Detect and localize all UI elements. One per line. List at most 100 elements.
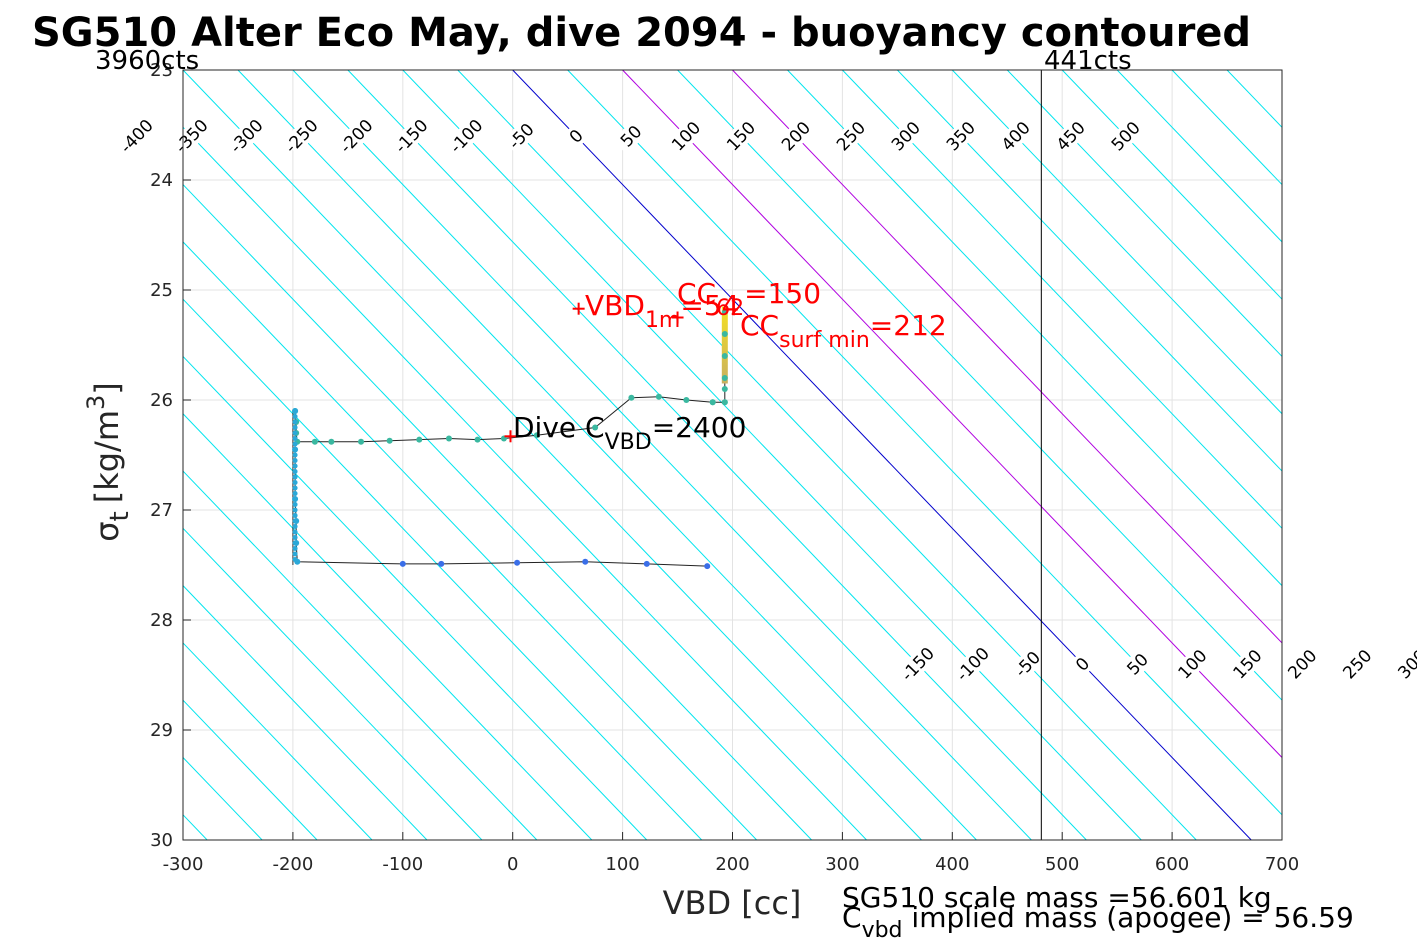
x-axis-ticks: -300 -200 -100 0 100 200 300 400 500 600 700	[163, 832, 1299, 875]
contour-line	[1281, 70, 1282, 71]
annotation-cc-62-tail: =150	[744, 277, 821, 310]
contour-label-bg	[337, 117, 375, 155]
contour-label-bg	[612, 117, 650, 155]
data-point	[292, 469, 298, 474]
data-point	[704, 563, 711, 570]
contour-line	[567, 70, 1282, 816]
contour-line	[622, 70, 1282, 759]
data-point	[292, 513, 298, 518]
data-point	[386, 437, 393, 444]
y-tick-label: 24	[150, 170, 173, 191]
data-point	[709, 399, 716, 406]
contour-label-bg	[942, 117, 979, 155]
contour-label-bg	[1174, 645, 1211, 683]
data-point	[628, 394, 635, 401]
contour-label-bg	[392, 117, 430, 155]
contour-line	[183, 298, 703, 840]
contour-line	[457, 70, 1197, 840]
contour-line	[183, 413, 593, 840]
data-point	[292, 485, 298, 491]
contour-line	[1116, 70, 1282, 243]
contour-line	[183, 642, 373, 840]
data-point	[292, 529, 298, 535]
contour-label-bg	[557, 117, 595, 155]
x-tick-label: -300	[163, 854, 204, 875]
contour-line	[183, 126, 867, 840]
data-point	[445, 435, 452, 442]
data-point	[292, 502, 298, 507]
contour-label-bg	[447, 117, 485, 155]
contour-line	[183, 470, 538, 840]
data-point	[292, 546, 298, 551]
data-point	[292, 535, 298, 540]
x-tick-label: 700	[1265, 854, 1299, 875]
contour-label-bg	[899, 645, 936, 683]
contour-line	[1006, 70, 1282, 358]
annotation-dive-c-main: Dive C	[513, 411, 605, 444]
annotation-dive-c-sub: VBD	[605, 430, 652, 455]
annotation-cc-surf-min: CCsurf min=212	[740, 309, 947, 353]
y-axis-label: σt [kg/m3]	[82, 382, 135, 542]
contour-line	[183, 355, 648, 840]
max-cts-label: 441cts	[1044, 46, 1132, 76]
contour-line	[787, 70, 1282, 587]
data-point	[311, 438, 318, 445]
x-tick-label: 100	[605, 854, 639, 875]
data-point	[292, 518, 298, 524]
contour-line	[183, 584, 428, 840]
contour-label: -400	[117, 116, 158, 158]
data-point	[683, 397, 690, 403]
contour-line	[292, 70, 1032, 840]
contour-line	[1392, 70, 1417, 840]
contour-label-bg	[777, 117, 815, 155]
contour-line	[951, 70, 1282, 415]
data-point	[292, 419, 298, 425]
contour-label-bg	[1064, 645, 1101, 683]
annotation-cc-62-sub: 62	[716, 296, 744, 321]
data-point	[721, 375, 728, 381]
annotation-cc-surf-sub: surf min	[779, 328, 870, 353]
x-tick-label: 300	[825, 854, 859, 875]
contour-line	[183, 241, 758, 840]
data-point	[292, 507, 298, 513]
y-tick-label: 27	[150, 500, 173, 521]
x-tick-label: -200	[272, 854, 313, 875]
implied-mass-tail: implied mass (apogee) = 56.59	[903, 901, 1354, 934]
annotation-vbd-1m-main: VBD	[585, 289, 645, 322]
contour-label-bg	[1052, 117, 1089, 155]
annotation-dive-c-tail: =2400	[652, 411, 747, 444]
x-tick-label: -100	[382, 854, 423, 875]
contour-line	[842, 70, 1282, 530]
y-tick-label: 30	[150, 830, 173, 851]
chart-title: SG510 Alter Eco May, dive 2094 - buoyanc…	[32, 10, 1251, 56]
contour-label-bg	[887, 117, 924, 155]
data-point	[292, 408, 298, 414]
data-point	[416, 436, 423, 443]
contour-line	[677, 70, 1282, 701]
data-point	[292, 447, 298, 452]
implied-mass-sub: vbd	[862, 918, 903, 943]
contour-label-bg	[1119, 645, 1156, 683]
contour-label-bg	[282, 117, 320, 155]
annotation-vbd-1m: VBD1m=54	[585, 289, 739, 333]
data-point	[721, 399, 728, 406]
contour-label-bg	[502, 117, 540, 155]
y-tick-label: 23	[150, 60, 173, 81]
x-tick-label: 500	[1045, 854, 1079, 875]
data-point	[643, 560, 650, 567]
contour-line	[0, 70, 152, 840]
y-tick-label: 26	[150, 390, 173, 411]
x-tick-label: 0	[507, 854, 518, 875]
data-point	[533, 432, 540, 439]
annotation-cc-62: CC62=150	[677, 277, 821, 321]
data-point	[292, 551, 298, 557]
data-point	[721, 331, 728, 337]
y-tick-label: 25	[150, 280, 173, 301]
data-point	[292, 414, 298, 419]
contour-line	[896, 70, 1282, 472]
contour-label-bg	[667, 117, 705, 155]
data-point	[721, 309, 728, 315]
data-point	[292, 430, 298, 436]
scale-mass-text: SG510 scale mass =56.601 kg	[842, 881, 1272, 914]
data-point	[358, 438, 365, 445]
